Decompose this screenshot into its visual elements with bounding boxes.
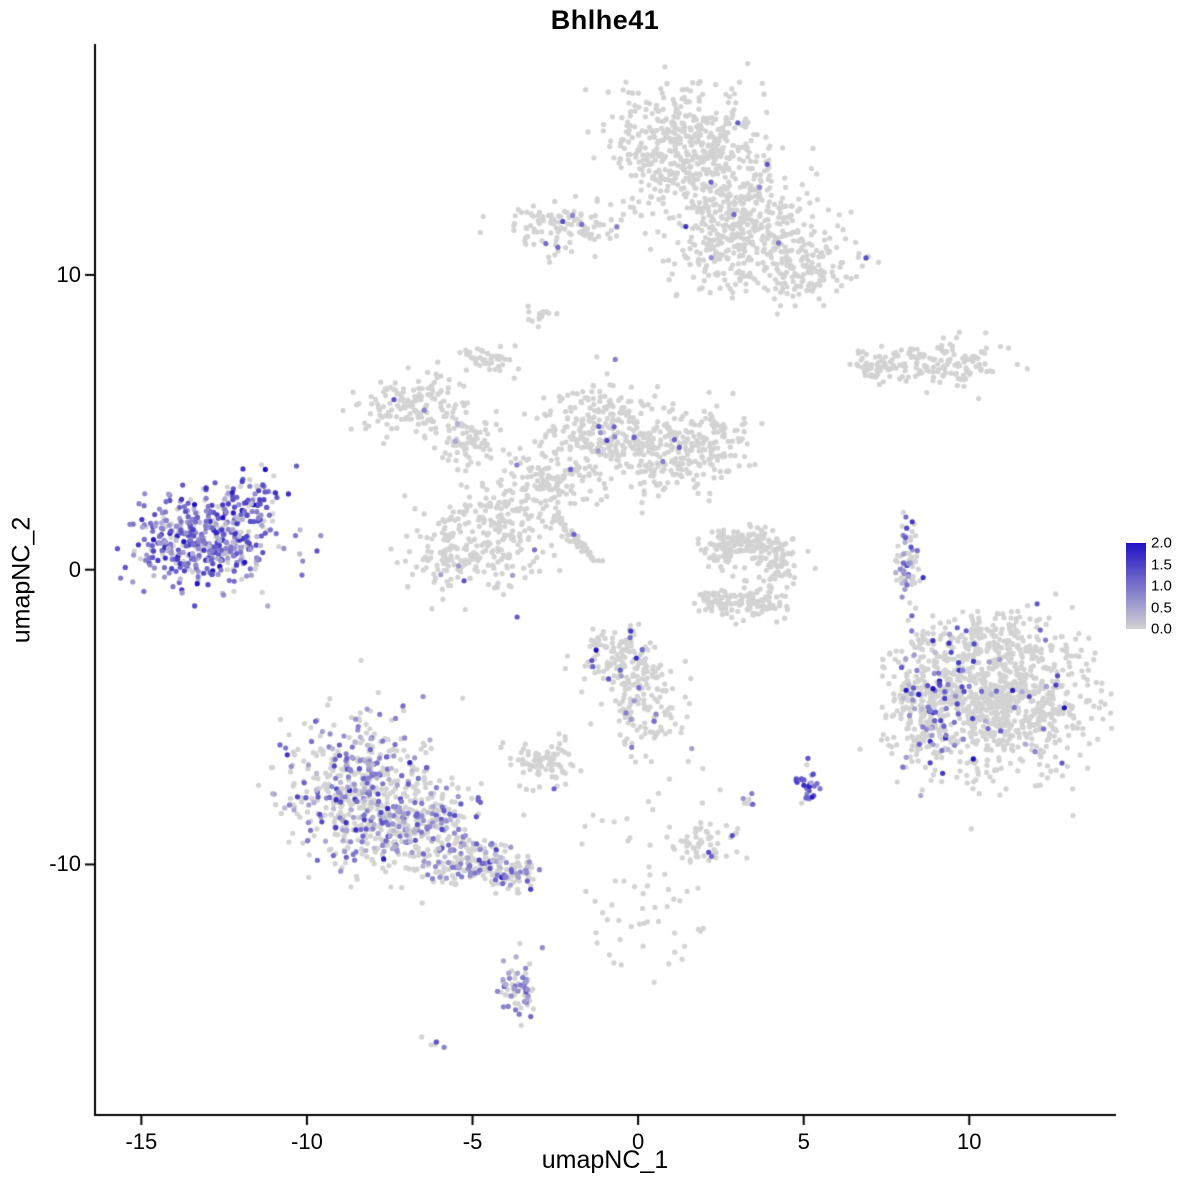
- x-tick-label: -15: [125, 1129, 158, 1154]
- x-tick-label: -5: [462, 1129, 483, 1154]
- colorbar-legend: 2.0 1.5 1.0 0.5 0.0: [1126, 535, 1196, 638]
- colorbar-gradient: [1126, 543, 1146, 629]
- x-tick-label: 10: [957, 1129, 982, 1154]
- y-tick-label: 10: [56, 261, 81, 287]
- legend-tick-label: 0.0: [1151, 620, 1172, 638]
- chart-title: Bhlhe41: [550, 5, 660, 35]
- x-tick-label: 0: [631, 1129, 645, 1154]
- legend-tick-label: 2.0: [1151, 534, 1172, 552]
- x-axis-label: umapNC_1: [541, 1146, 669, 1174]
- legend-tick-label: 1.5: [1151, 556, 1172, 573]
- y-axis-label: umapNC_2: [7, 516, 36, 644]
- x-tick-label: 5: [797, 1129, 810, 1154]
- y-tick-label: 0: [68, 556, 81, 582]
- y-tick-label: -10: [49, 851, 81, 877]
- legend-tick-label: 1.0: [1151, 577, 1172, 595]
- x-tick-label: -10: [291, 1129, 323, 1154]
- legend-tick-label: 0.5: [1151, 599, 1172, 616]
